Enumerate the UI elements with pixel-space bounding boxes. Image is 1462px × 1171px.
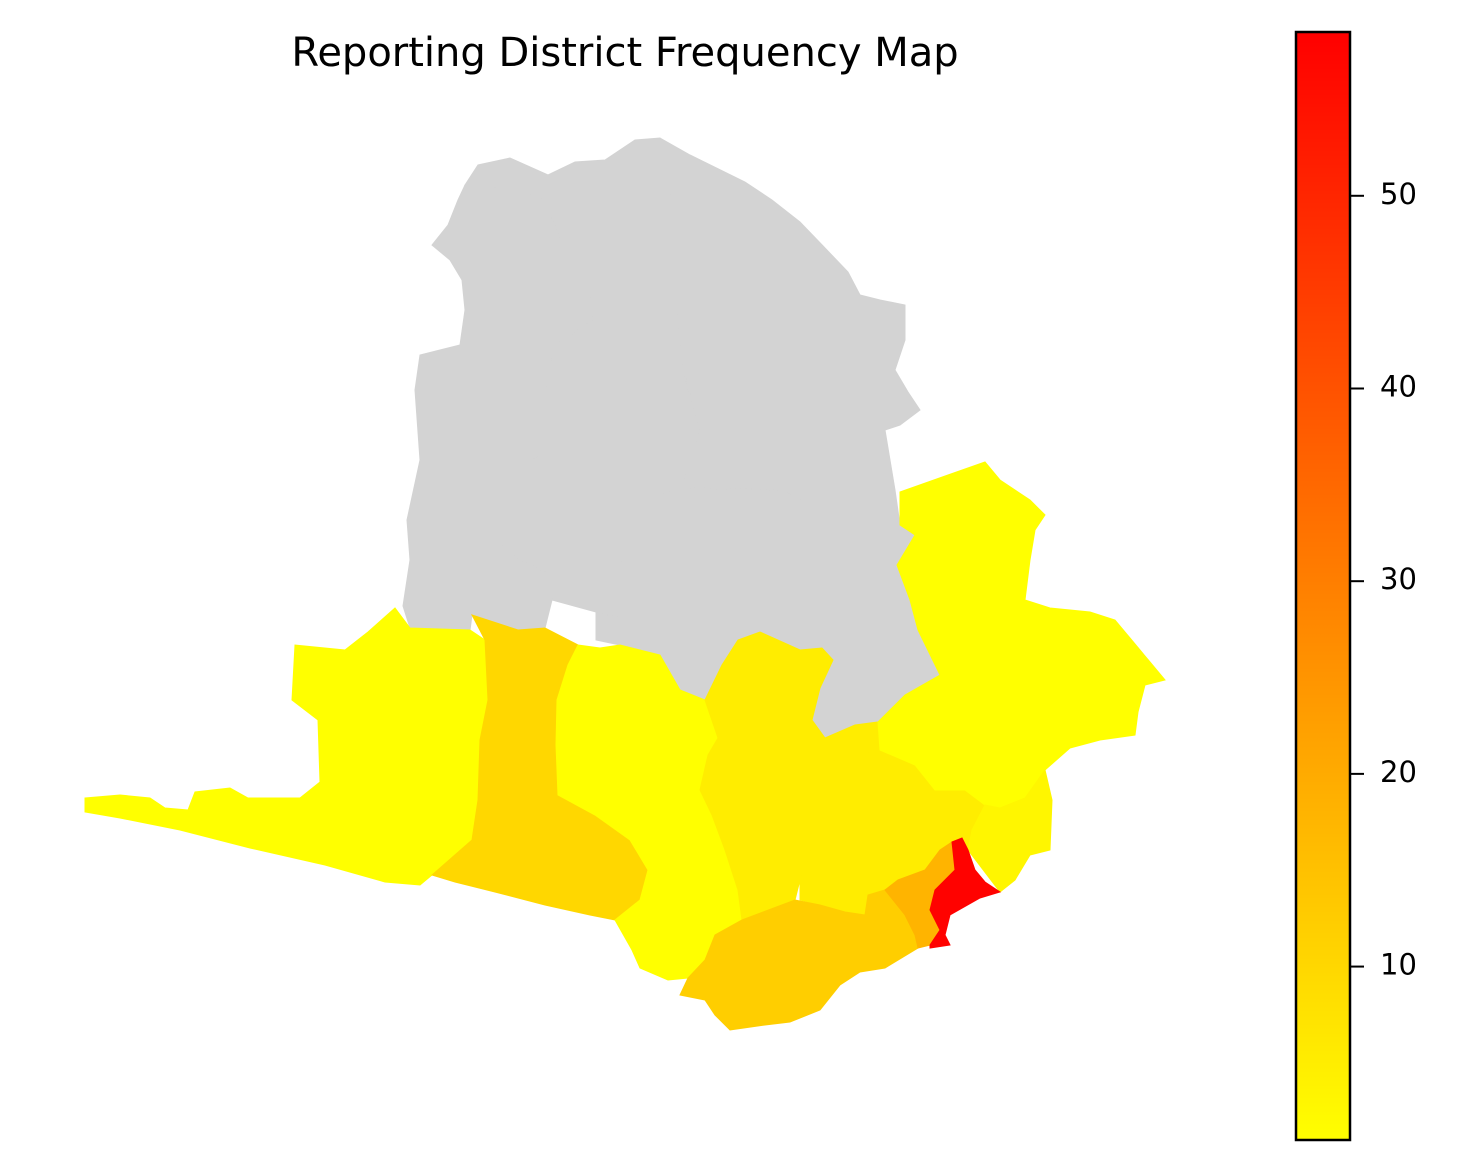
district-north-c bbox=[659, 137, 921, 506]
district-harbour bbox=[929, 837, 1002, 949]
colorbar-tick: 30 bbox=[1350, 562, 1417, 596]
choropleth-map bbox=[84, 137, 1166, 1031]
colorbar-tick-label: 20 bbox=[1380, 755, 1417, 789]
colorbar: 10 20 30 40 50 bbox=[1294, 30, 1417, 1142]
colorbar-tick-label: 10 bbox=[1380, 948, 1417, 982]
colorbar-gradient bbox=[1294, 30, 1352, 1142]
colorbar-tick: 40 bbox=[1350, 369, 1417, 403]
colorbar-tick-label: 30 bbox=[1380, 562, 1417, 596]
colorbar-tick-label: 40 bbox=[1380, 369, 1417, 403]
district-north-b bbox=[402, 184, 593, 631]
colorbar-tick: 10 bbox=[1350, 948, 1417, 982]
colorbar-tick-label: 50 bbox=[1380, 177, 1417, 211]
district-south-coast bbox=[679, 889, 919, 1031]
colorbar-tick: 20 bbox=[1350, 755, 1417, 789]
colorbar-ticks: 10 20 30 40 50 bbox=[1350, 177, 1417, 982]
map-title: Reporting District Frequency Map bbox=[291, 30, 958, 76]
district-west-coast bbox=[84, 607, 489, 886]
district-south-east bbox=[967, 768, 1053, 893]
district-east bbox=[877, 461, 1166, 809]
colorbar-tick: 50 bbox=[1350, 177, 1417, 211]
